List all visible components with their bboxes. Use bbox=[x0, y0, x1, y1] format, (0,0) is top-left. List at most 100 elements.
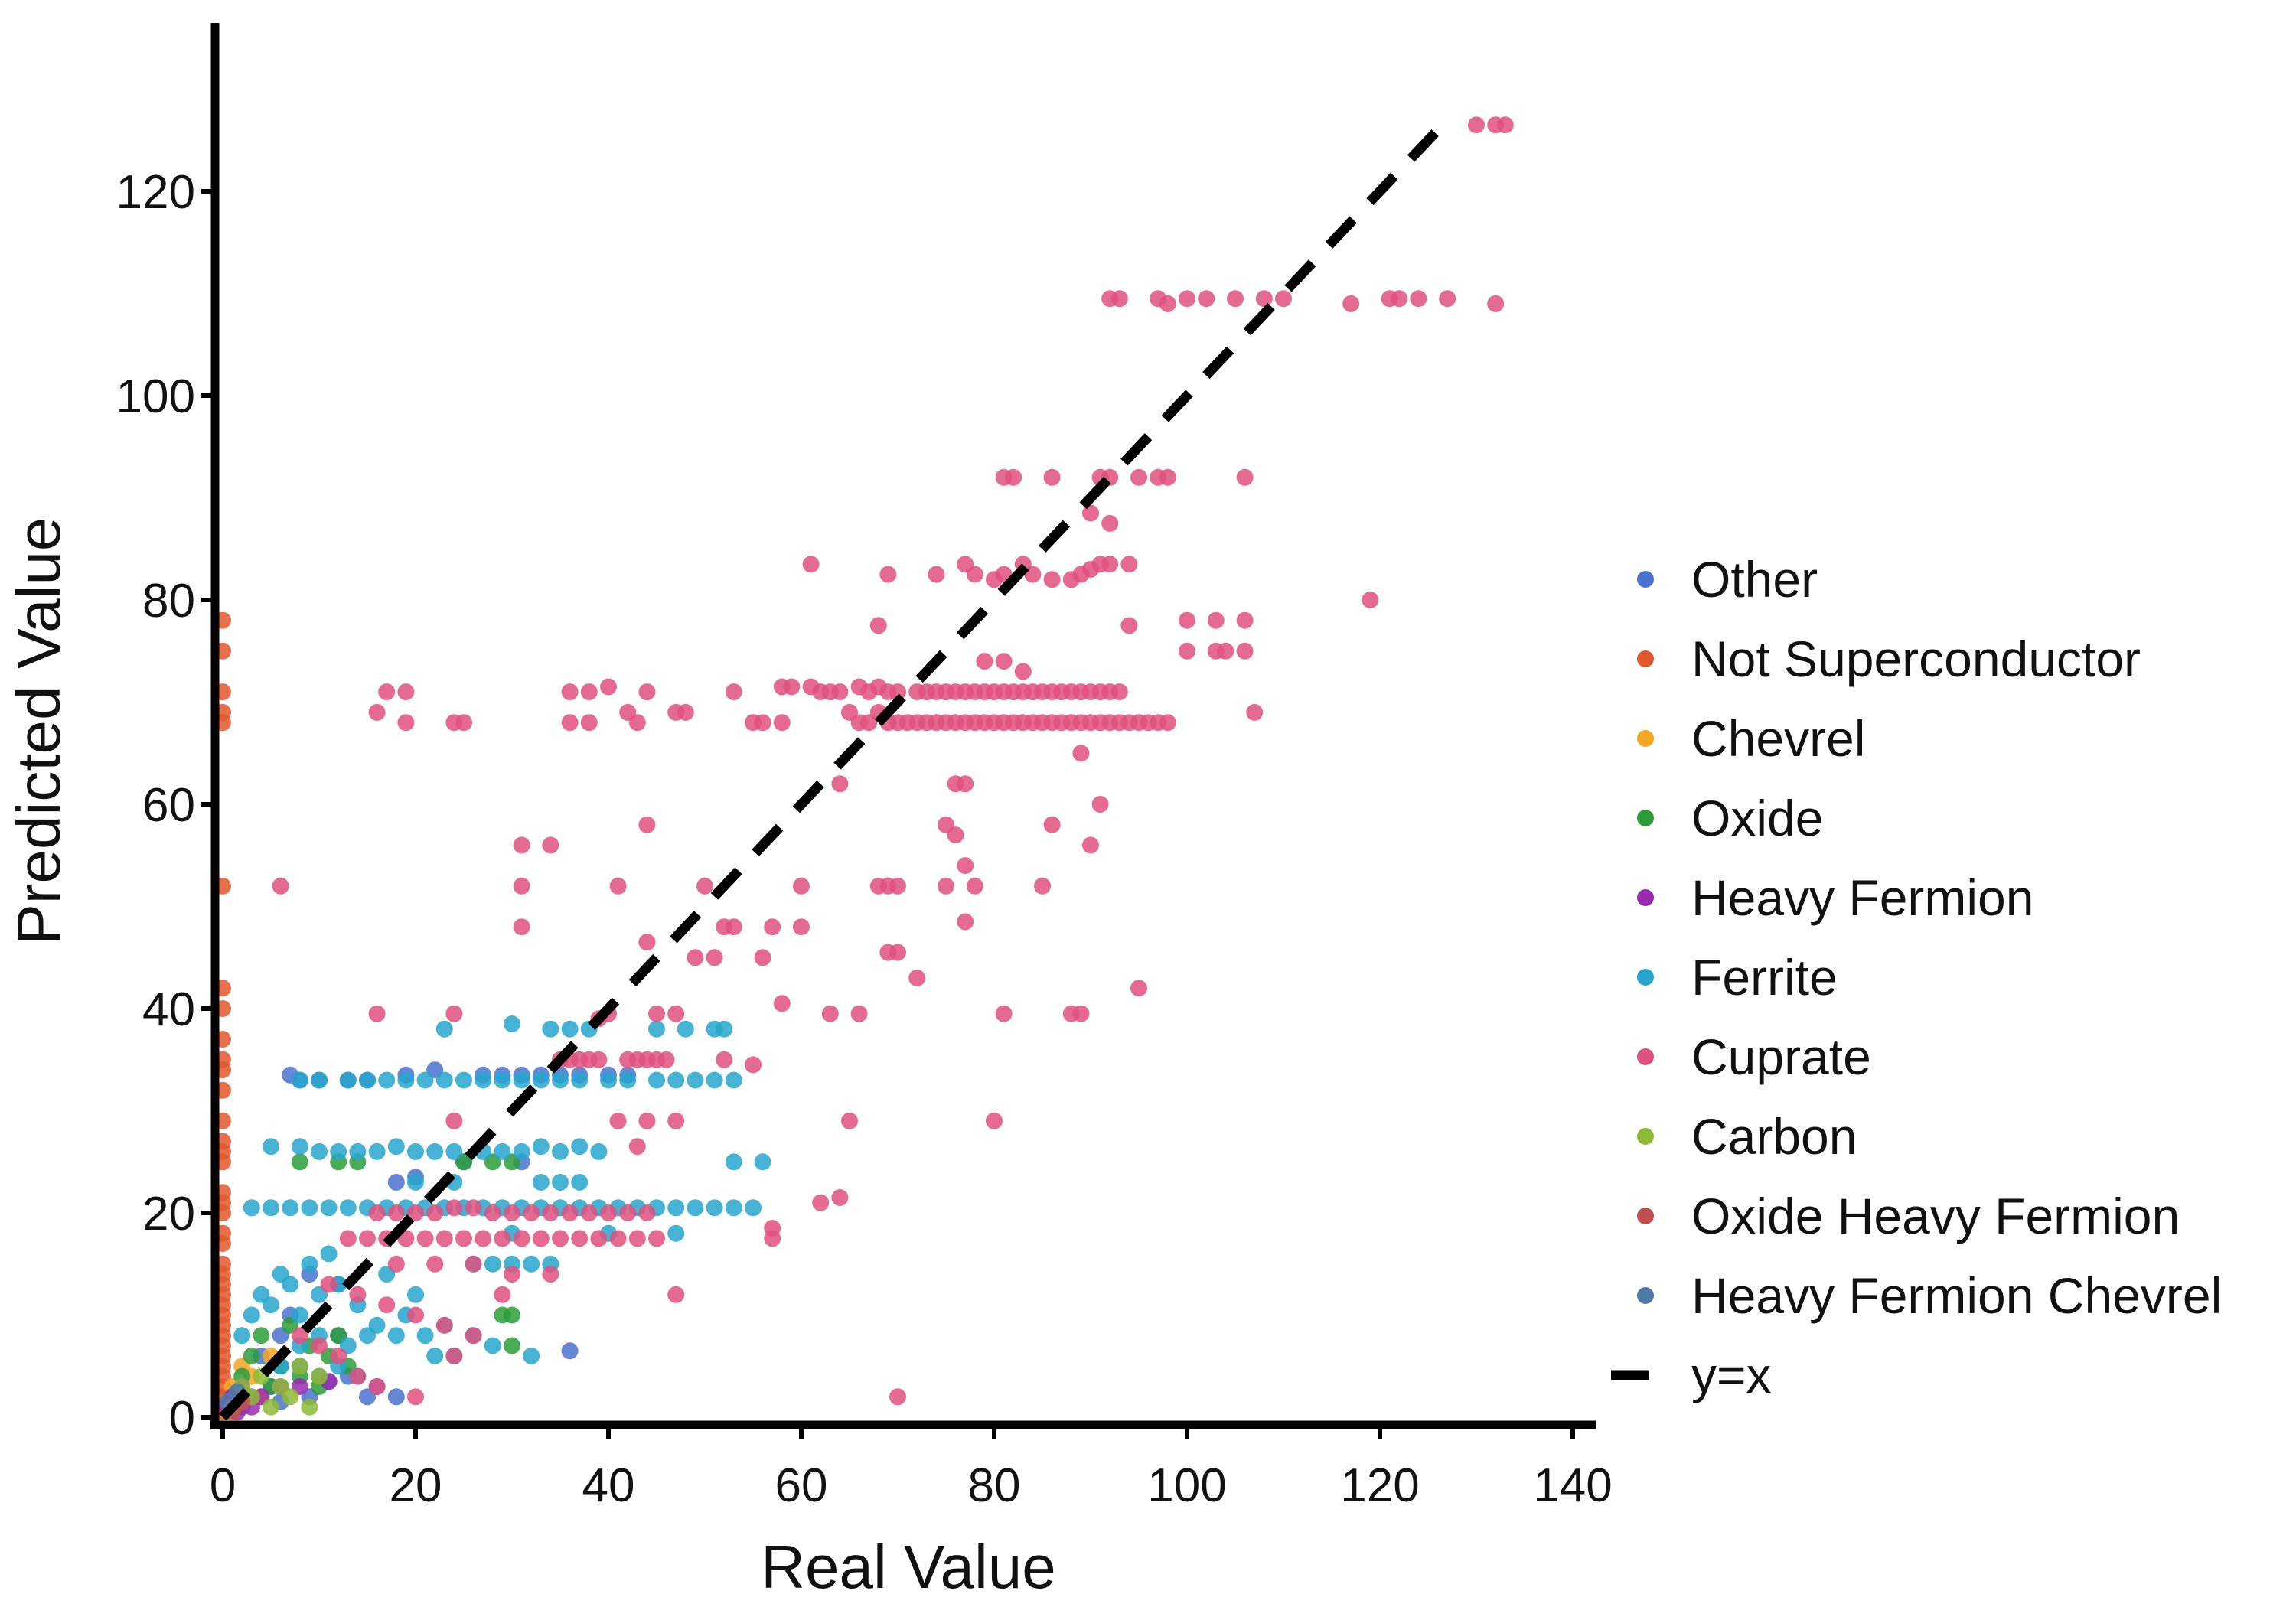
data-point-cuprate bbox=[542, 1204, 559, 1221]
data-point-ferrite bbox=[475, 1071, 492, 1089]
data-point-cuprate bbox=[609, 1112, 627, 1129]
data-point-ferrite bbox=[301, 1199, 318, 1217]
data-point-cuprate bbox=[561, 683, 579, 701]
data-point-cuprate bbox=[947, 826, 964, 844]
data-point-ferrite bbox=[600, 1071, 617, 1089]
data-point-cuprate bbox=[1179, 642, 1195, 660]
data-point-cuprate bbox=[272, 877, 289, 895]
data-point-ferrite bbox=[407, 1143, 424, 1160]
data-point-cuprate bbox=[1091, 796, 1109, 813]
data-point-cuprate bbox=[889, 877, 906, 895]
data-point-ferrite bbox=[725, 1153, 742, 1171]
data-point-cuprate bbox=[1246, 703, 1264, 721]
legend-label: Ferrite bbox=[1691, 949, 1838, 1006]
data-point-cuprate bbox=[957, 913, 974, 931]
data-point-cuprate bbox=[638, 683, 656, 701]
data-point-ferrite bbox=[687, 1071, 704, 1089]
data-point-cuprate bbox=[802, 556, 820, 573]
data-point-cuprate bbox=[513, 1230, 530, 1247]
data-point-ferrite bbox=[263, 1296, 279, 1314]
data-point-cuprate bbox=[609, 1230, 627, 1247]
data-point-cuprate bbox=[504, 1204, 520, 1221]
legend-label: Heavy Fermion Chevrel bbox=[1691, 1267, 2222, 1324]
data-point-cuprate bbox=[793, 918, 810, 936]
data-point-ferrite bbox=[513, 1071, 530, 1089]
data-point-cuprate bbox=[889, 683, 906, 701]
x-axis-ticks: 0 20 40 60 80 100 120 140 bbox=[210, 1425, 1613, 1512]
data-point-ferrite bbox=[561, 1020, 579, 1038]
data-point-cuprate bbox=[407, 1388, 424, 1406]
data-point-cuprate bbox=[1217, 642, 1234, 660]
data-point-cuprate bbox=[1110, 290, 1128, 308]
data-point-cuprate bbox=[696, 877, 713, 895]
data-points-layer bbox=[214, 116, 1514, 1421]
data-point-cuprate bbox=[320, 1276, 338, 1293]
data-point-cuprate bbox=[966, 877, 983, 895]
data-point-cuprate bbox=[657, 1051, 675, 1068]
data-point-cuprate bbox=[1043, 571, 1061, 588]
data-point-oxide bbox=[291, 1153, 308, 1171]
data-point-other bbox=[387, 1388, 405, 1406]
data-point-cuprate bbox=[1496, 116, 1514, 134]
data-point-cuprate bbox=[938, 877, 954, 895]
data-point-cuprate bbox=[1342, 295, 1360, 312]
data-point-ferrite bbox=[667, 1071, 685, 1089]
data-point-ferrite bbox=[311, 1143, 328, 1160]
data-point-cuprate bbox=[590, 1230, 608, 1247]
data-point-oxide bbox=[253, 1327, 270, 1345]
data-point-cuprate bbox=[1082, 836, 1099, 854]
data-point-ferrite bbox=[494, 1143, 511, 1160]
legend-item-heavy-fermion-chevrel: Heavy Fermion Chevrel bbox=[1637, 1267, 2222, 1324]
data-point-ferrite bbox=[725, 1199, 742, 1217]
legend-item-y-equals-x: y=x bbox=[1611, 1347, 1772, 1403]
data-point-cuprate bbox=[426, 1204, 444, 1221]
data-point-cuprate bbox=[1439, 290, 1456, 308]
data-point-cuprate bbox=[1043, 468, 1061, 486]
data-point-cuprate bbox=[378, 683, 396, 701]
data-point-cuprate bbox=[628, 1138, 646, 1156]
data-point-ferrite bbox=[407, 1286, 424, 1303]
data-point-cuprate bbox=[716, 1051, 733, 1068]
data-point-ferrite bbox=[532, 1174, 550, 1191]
data-point-other bbox=[561, 1342, 579, 1360]
reference-line-y-equals-x bbox=[219, 126, 1442, 1421]
data-point-cuprate bbox=[928, 566, 945, 583]
data-point-cuprate bbox=[484, 1204, 501, 1221]
legend-marker bbox=[1637, 571, 1654, 588]
data-point-cuprate bbox=[831, 1189, 849, 1206]
data-point-ferrite bbox=[706, 1199, 723, 1217]
data-point-cuprate bbox=[841, 1112, 858, 1129]
data-point-cuprate bbox=[1410, 290, 1427, 308]
data-point-cuprate bbox=[1082, 504, 1099, 522]
data-point-cuprate bbox=[513, 836, 530, 854]
x-tick-label: 20 bbox=[390, 1459, 442, 1512]
data-point-cuprate bbox=[378, 1296, 396, 1314]
data-point-cuprate bbox=[638, 1112, 656, 1129]
data-point-ferrite bbox=[484, 1337, 501, 1354]
legend-marker bbox=[1637, 650, 1654, 667]
data-point-cuprate bbox=[407, 1204, 424, 1221]
y-tick-label: 20 bbox=[142, 1188, 195, 1240]
data-point-cuprate bbox=[1468, 116, 1485, 134]
data-point-ferrite bbox=[532, 1071, 550, 1089]
data-point-cuprate bbox=[1236, 611, 1254, 629]
data-point-cuprate bbox=[638, 816, 656, 833]
data-point-cuprate bbox=[1159, 468, 1176, 486]
data-point-cuprate bbox=[465, 1255, 482, 1273]
data-point-ferrite bbox=[523, 1347, 540, 1364]
legend-item-not-superconductor: Not Superconductor bbox=[1637, 631, 2141, 687]
data-point-ferrite bbox=[745, 1199, 762, 1217]
data-point-ferrite bbox=[243, 1306, 260, 1324]
data-point-cuprate bbox=[1043, 816, 1061, 833]
data-point-ferrite bbox=[387, 1327, 405, 1345]
x-tick-label: 60 bbox=[775, 1459, 828, 1512]
x-tick-label: 40 bbox=[582, 1459, 635, 1512]
data-point-other bbox=[387, 1174, 405, 1191]
data-point-ferrite bbox=[339, 1071, 357, 1089]
data-point-cuprate bbox=[600, 1204, 617, 1221]
y-tick-label: 40 bbox=[142, 983, 195, 1036]
data-point-ferrite bbox=[282, 1199, 299, 1217]
data-point-cuprate bbox=[773, 714, 791, 732]
data-point-cuprate bbox=[1072, 745, 1090, 762]
data-point-ferrite bbox=[677, 1020, 694, 1038]
